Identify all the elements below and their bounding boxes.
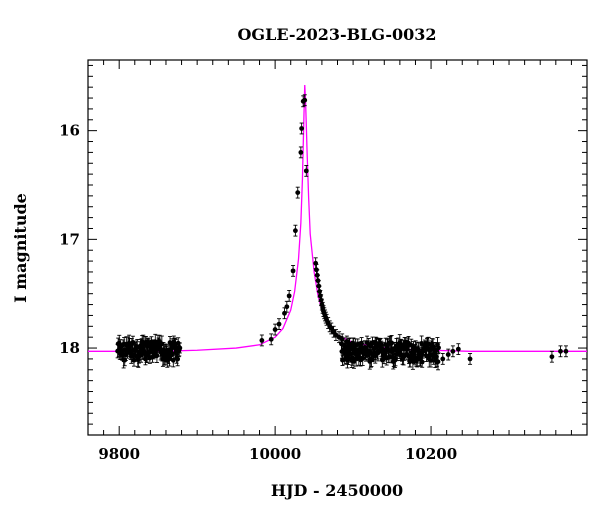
marker [563, 348, 569, 354]
marker [303, 168, 309, 174]
marker [467, 356, 473, 362]
marker [272, 327, 278, 332]
axes [87, 59, 588, 436]
marker [419, 359, 425, 365]
model-curve-layer [88, 84, 587, 352]
y-tick-label: 18 [59, 339, 80, 357]
marker [259, 338, 265, 343]
data-point [350, 337, 356, 350]
data-point [435, 353, 441, 371]
marker [435, 359, 441, 365]
data-points-layer [115, 94, 569, 371]
data-point [450, 345, 456, 358]
marker [440, 356, 446, 362]
data-point [406, 336, 411, 351]
model-curve [88, 84, 587, 352]
plot-frame [87, 59, 588, 436]
data-point [290, 264, 296, 277]
x-tick-label: 9800 [98, 445, 140, 463]
data-point [276, 318, 282, 331]
marker [135, 357, 141, 363]
ticks: 9800 10000 10200 16 17 18 [59, 60, 588, 463]
data-point [445, 348, 451, 361]
marker [344, 339, 350, 344]
data-point [440, 353, 446, 365]
x-tick-label: 10000 [249, 445, 301, 463]
marker [295, 190, 301, 196]
data-point [272, 323, 278, 336]
data-point [284, 300, 290, 313]
y-axis-label: I magnitude [11, 193, 30, 303]
marker [317, 289, 322, 294]
data-point [303, 164, 309, 177]
marker [339, 336, 345, 342]
marker [302, 97, 308, 103]
data-point [292, 224, 298, 237]
data-point [563, 345, 569, 358]
data-point [436, 342, 441, 354]
marker [292, 228, 298, 234]
marker [284, 304, 290, 310]
data-point [130, 335, 136, 350]
y-tick-label: 16 [59, 122, 80, 140]
data-point [295, 186, 301, 199]
marker [359, 341, 364, 347]
marker [286, 293, 292, 299]
marker [298, 149, 304, 155]
marker [389, 340, 395, 346]
data-point [558, 345, 563, 358]
chart-title: OGLE-2023-BLG-0032 [237, 25, 436, 44]
marker [177, 345, 183, 351]
data-point [302, 94, 308, 107]
y-tick-label: 17 [59, 230, 80, 248]
data-point [549, 350, 555, 363]
marker [436, 345, 441, 351]
x-tick-label: 10200 [405, 445, 457, 463]
marker [318, 297, 324, 303]
marker [282, 310, 287, 316]
data-point [298, 146, 304, 159]
marker [350, 341, 356, 347]
marker [445, 352, 451, 357]
marker [313, 260, 319, 266]
data-point [339, 333, 345, 346]
data-point [455, 343, 461, 356]
data-point [299, 122, 305, 135]
data-point [467, 353, 473, 365]
marker [455, 346, 461, 352]
data-point [286, 289, 292, 302]
data-point [259, 334, 265, 347]
marker [450, 348, 456, 354]
marker [290, 268, 296, 274]
marker [154, 353, 160, 358]
marker [549, 354, 555, 360]
marker [558, 348, 563, 354]
x-axis-label: HJD - 2450000 [271, 481, 403, 500]
data-point [282, 307, 287, 320]
data-point [268, 333, 274, 346]
marker [276, 321, 282, 327]
data-point [344, 335, 350, 348]
data-point [177, 342, 183, 354]
marker [299, 126, 305, 131]
marker [317, 293, 323, 299]
marker [175, 356, 181, 362]
marker [268, 336, 274, 342]
